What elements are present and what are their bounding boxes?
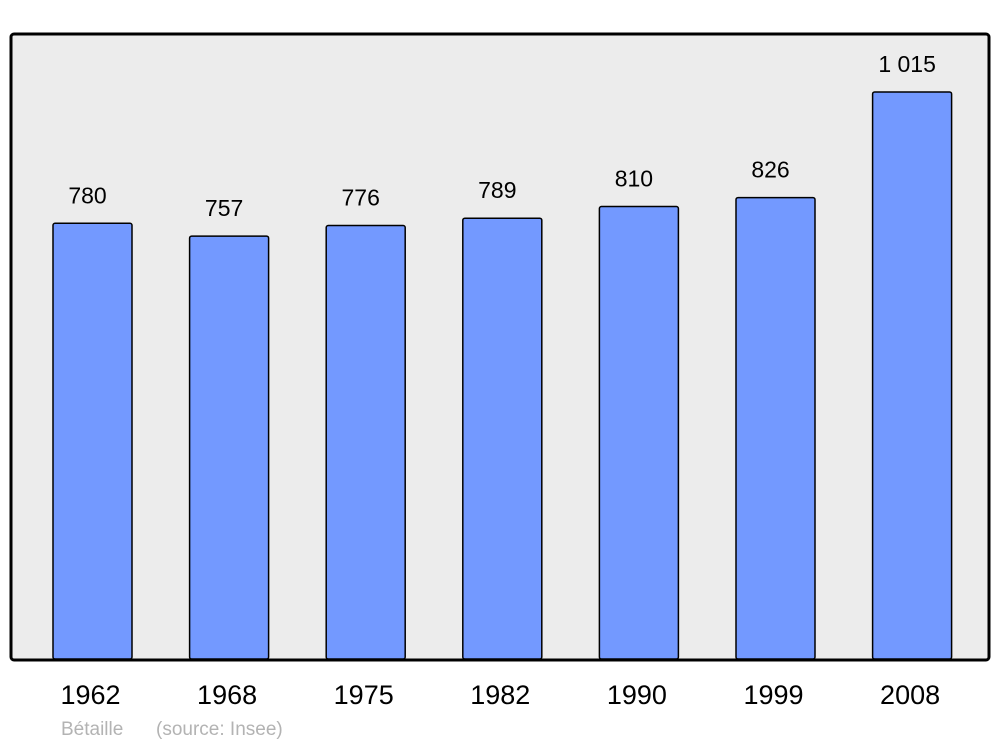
data-label: 826 <box>751 157 789 183</box>
data-label: 1 015 <box>878 51 936 77</box>
x-tick-label: 1968 <box>197 680 257 710</box>
x-tick-label: 1962 <box>60 680 120 710</box>
data-label: 776 <box>342 185 380 211</box>
data-label: 789 <box>478 177 516 203</box>
x-tick-label: 1990 <box>607 680 667 710</box>
source-credit: (source: Insee) <box>156 719 283 740</box>
bar-1999 <box>735 196 816 660</box>
bar-1962 <box>52 222 133 660</box>
x-tick-label: 1982 <box>470 680 530 710</box>
bar-1990 <box>598 205 680 660</box>
author-credit: Bétaille <box>61 719 124 740</box>
data-label: 810 <box>615 166 653 192</box>
bar-1968 <box>188 235 270 660</box>
bar-1982 <box>462 217 543 660</box>
bar-2008 <box>871 91 953 660</box>
x-tick-label: 1975 <box>334 680 394 710</box>
x-tick-label: 2008 <box>880 680 940 710</box>
bar-1975 <box>325 224 406 660</box>
x-tick-label: 1999 <box>743 680 803 710</box>
data-label: 780 <box>68 182 106 208</box>
data-label: 757 <box>205 195 243 221</box>
